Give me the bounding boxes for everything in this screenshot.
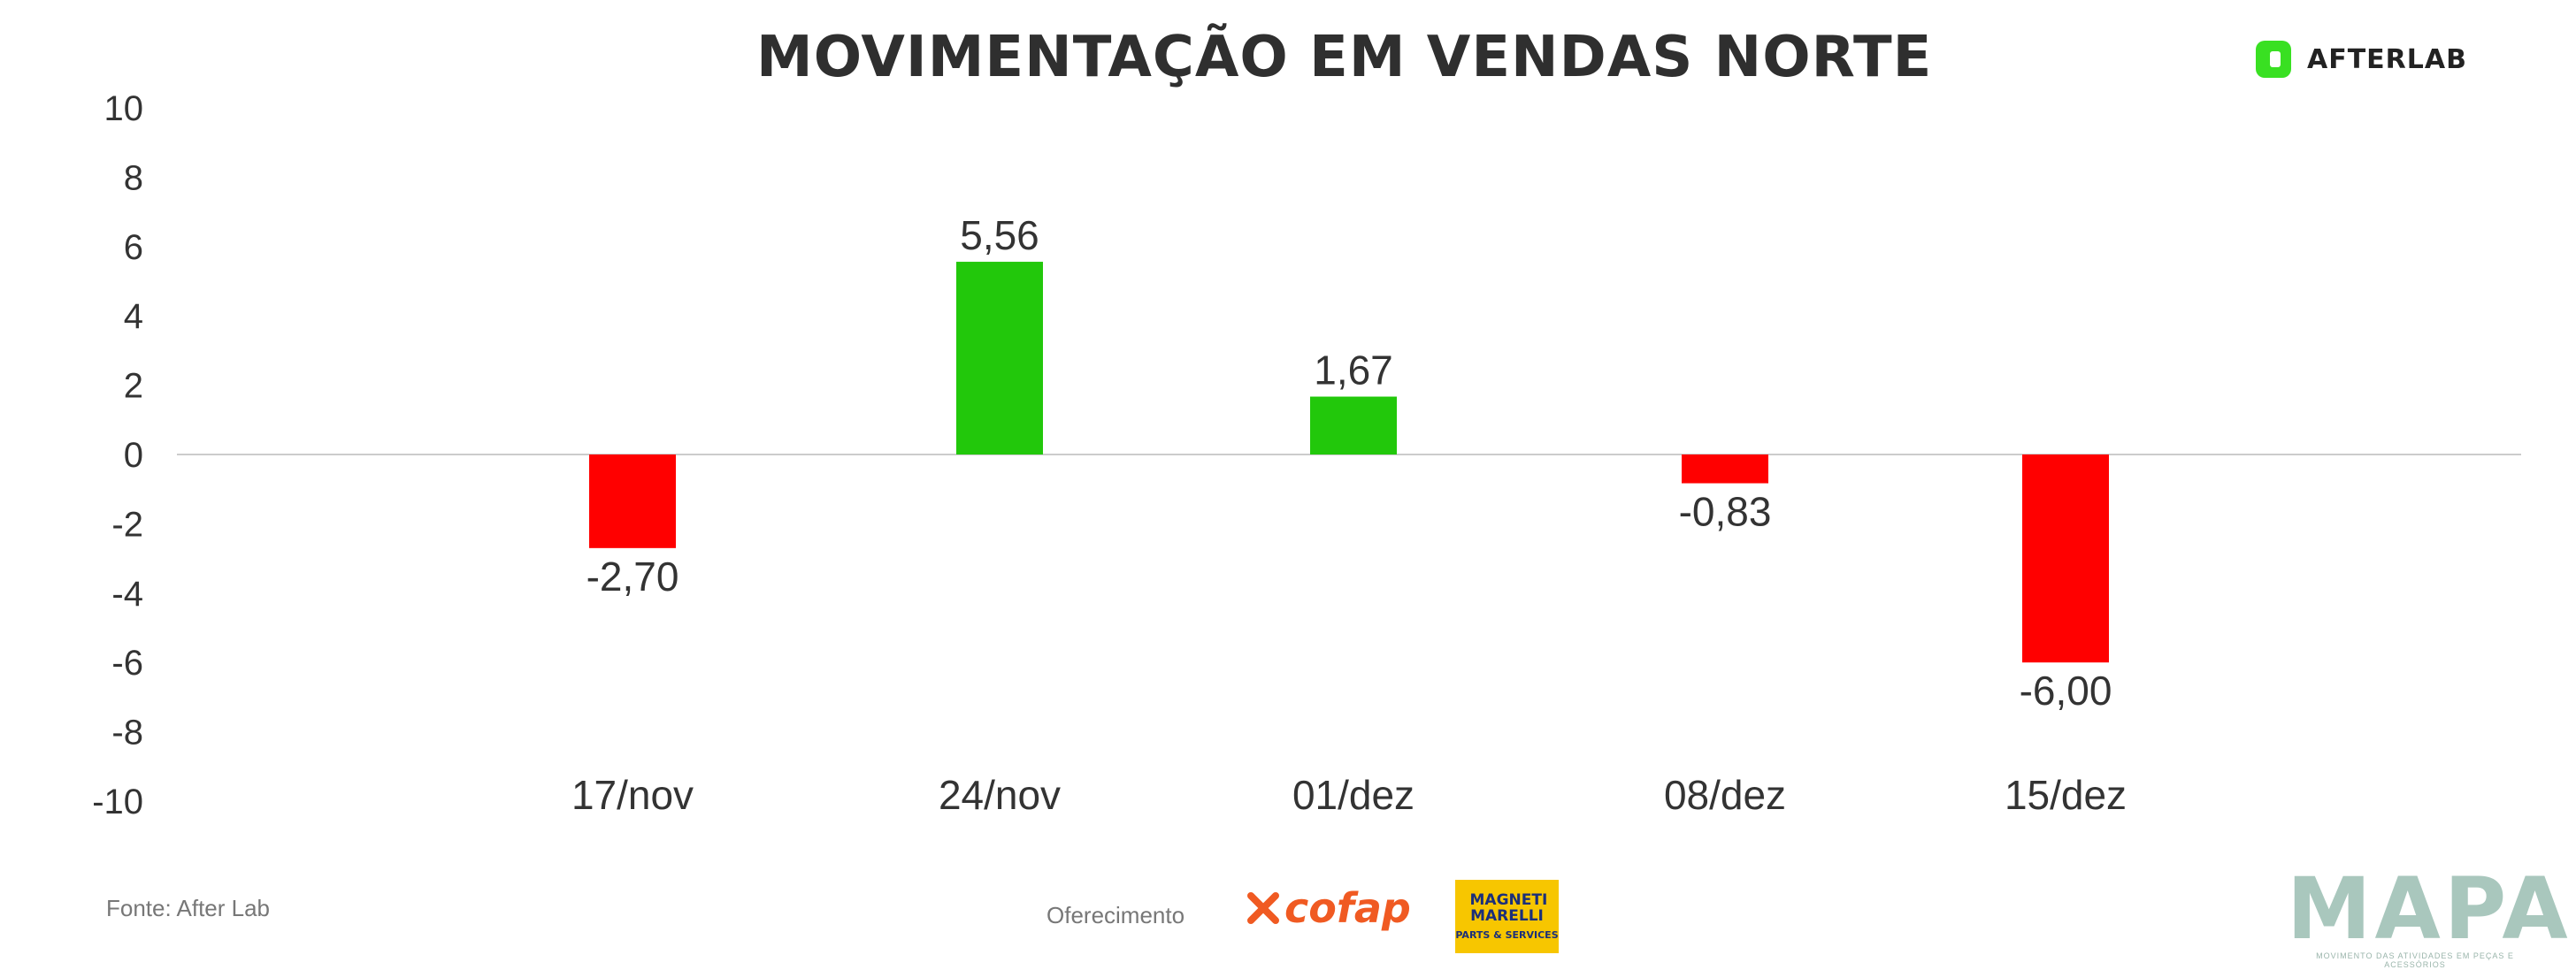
x-category-label: 17/nov [571, 772, 694, 818]
mapa-wordmark: MAPA [2287, 859, 2572, 959]
y-tick-label: 6 [124, 228, 143, 267]
y-tick-label: -4 [111, 575, 143, 614]
mapa-subtitle: MOVIMENTO DAS ATIVIDADES EM PEÇAS E ACES… [2316, 951, 2514, 969]
bar [1682, 454, 1768, 484]
magneti-marelli-logo: MAGNETI MARELLI PARTS & SERVICES [1455, 880, 1559, 953]
y-tick-label: -8 [111, 714, 143, 752]
y-tick-label: 10 [104, 89, 144, 128]
y-tick-label: -6 [111, 644, 143, 683]
cofap-logo: cofap [1246, 884, 1411, 932]
brand-name: AFTERLAB [2307, 43, 2467, 75]
cofap-wordmark: cofap [1284, 884, 1411, 932]
y-tick-label: -2 [111, 505, 143, 544]
data-label: -2,70 [586, 554, 679, 600]
x-category-label: 08/dez [1664, 772, 1786, 818]
data-labels: -2,70 5,56 1,67 -0,83 -6,00 [586, 212, 2112, 714]
y-axis-ticks: 10 8 6 4 2 0 -2 -4 -6 -8 -10 [92, 89, 143, 821]
afterlab-logo-icon [2256, 41, 2291, 78]
bar [2022, 454, 2109, 663]
bar [589, 454, 676, 548]
source-note: Fonte: After Lab [106, 895, 271, 921]
cofap-x-icon [1247, 892, 1279, 924]
y-tick-label: 8 [124, 158, 143, 197]
x-category-label: 01/dez [1292, 772, 1414, 818]
brand-logo: AFTERLAB [2254, 37, 2467, 81]
bar [1310, 396, 1397, 454]
x-category-label: 15/dez [2005, 772, 2127, 818]
y-tick-label: 0 [124, 436, 143, 475]
y-tick-label: 2 [124, 367, 143, 406]
data-label: 1,67 [1314, 348, 1393, 393]
mapa-logo: MAPA MOVIMENTO DAS ATIVIDADES EM PEÇAS E… [2287, 859, 2572, 969]
sponsor-label: Oferecimento [1046, 902, 1185, 928]
data-label: -0,83 [1679, 489, 1772, 535]
magneti-marelli-wordmark: MAGNETI MARELLI [1469, 891, 1548, 925]
x-axis-categories: 17/nov 24/nov 01/dez 08/dez 15/dez [571, 772, 2127, 818]
x-category-label: 24/nov [939, 772, 1061, 818]
bar [956, 262, 1043, 454]
y-tick-label: -10 [92, 783, 143, 821]
data-label: -6,00 [2020, 668, 2112, 714]
chart-title: MOVIMENTAÇÃO EM VENDAS NORTE [756, 25, 1933, 90]
bars [589, 262, 2109, 663]
magneti-marelli-subtitle: PARTS & SERVICES [1455, 929, 1559, 941]
y-tick-label: 4 [124, 297, 143, 336]
data-label: 5,56 [960, 212, 1039, 258]
